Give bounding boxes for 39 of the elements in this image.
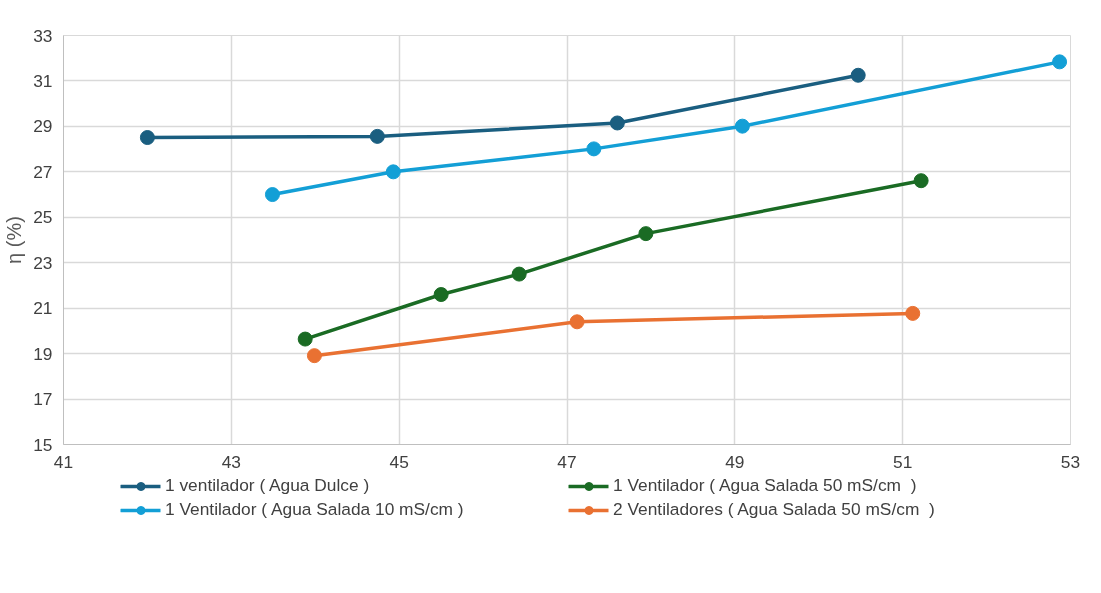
y-tick-label: 29 [33, 116, 53, 137]
y-tick-label: 27 [33, 161, 53, 182]
y-tick-label: 17 [33, 389, 53, 410]
y-tick-label: 15 [33, 434, 53, 455]
point [306, 348, 322, 364]
y-tick-label: 33 [33, 25, 53, 46]
legend-label: 1 Ventilador ( Agua Salada 10 mS/cm ) [165, 499, 465, 520]
x-tick-label: 45 [389, 451, 409, 472]
x-tick-label: 43 [221, 451, 241, 472]
y-axis-title: η (%) [3, 216, 26, 264]
legend-label: 2 Ventiladores ( Agua Salada 50 mS/cm ) [613, 499, 936, 520]
x-tick-label: 47 [557, 451, 577, 472]
x-tick-label: 51 [893, 451, 913, 472]
point [1052, 54, 1068, 70]
y-tick-label: 19 [33, 343, 53, 364]
point [264, 187, 280, 203]
x-tick-label: 49 [725, 451, 745, 472]
point [586, 141, 602, 157]
point [734, 118, 750, 134]
legend-label: 1 Ventilador ( Agua Salada 50 mS/cm ) [613, 475, 918, 496]
point [385, 164, 401, 180]
y-tick-label: 23 [33, 252, 53, 273]
point [511, 266, 527, 282]
point [569, 314, 585, 330]
point [905, 305, 921, 321]
point [638, 226, 654, 242]
point [297, 331, 313, 347]
point [433, 287, 449, 303]
y-tick-label: 31 [33, 70, 53, 91]
y-tick-label: 21 [33, 298, 53, 319]
point [913, 173, 929, 189]
point [609, 115, 625, 131]
x-tick-label: 53 [1060, 451, 1081, 472]
point [369, 128, 385, 144]
x-tick-label: 41 [53, 451, 74, 472]
point [850, 67, 866, 83]
point [139, 130, 155, 146]
y-tick-label: 25 [33, 207, 53, 228]
legend-label: 1 ventilador ( Agua Dulce ) [165, 475, 371, 496]
